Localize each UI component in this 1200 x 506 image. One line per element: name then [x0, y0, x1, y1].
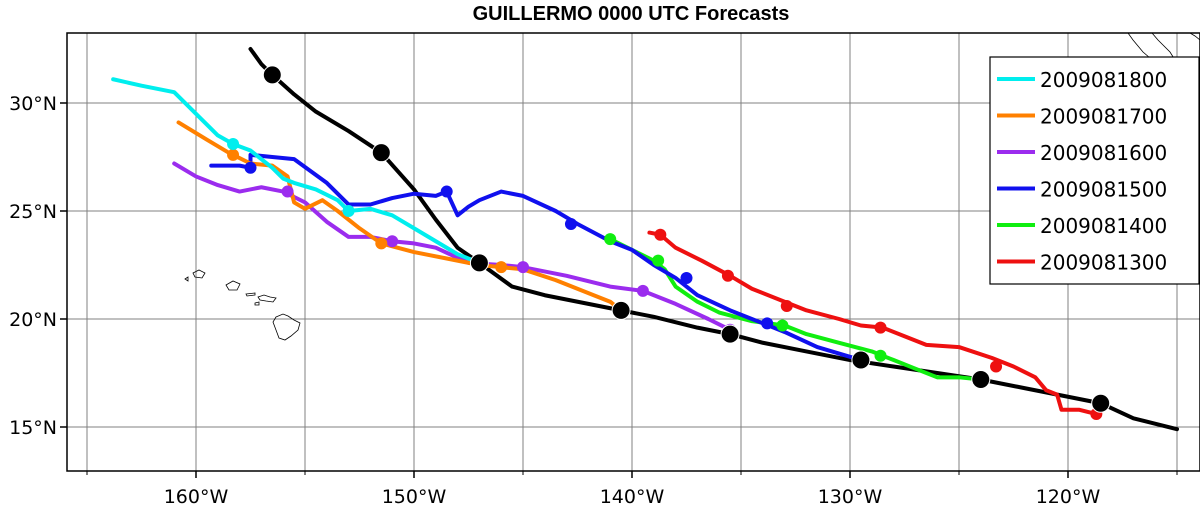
y-axis-ticks: 15°N 20°N 25°N 30°N — [9, 93, 67, 439]
forecast-point-2009081500 — [680, 271, 693, 284]
forecast-point-2009081500 — [761, 317, 774, 330]
observed-point — [971, 369, 991, 389]
x-tick-label: 160°W — [164, 486, 229, 506]
forecast-point-2009081600 — [636, 284, 649, 297]
legend-box — [989, 56, 1200, 285]
forecast-point-2009081700 — [375, 237, 388, 250]
observed-point — [1091, 393, 1111, 413]
forecast-point-2009081300 — [721, 269, 734, 282]
legend-label: 2009081500 — [1040, 178, 1167, 202]
forecast-point-2009081300 — [654, 228, 667, 241]
y-tick-label: 25°N — [9, 201, 57, 223]
legend-label: 2009081300 — [1040, 251, 1167, 275]
legend: 2009081800 2009081700 2009081600 2009081500… — [989, 56, 1200, 285]
legend-label: 2009081700 — [1040, 105, 1167, 129]
legend-label: 2009081400 — [1040, 214, 1167, 238]
forecast-track-2009081800 — [111, 77, 482, 265]
observed-point — [611, 300, 631, 320]
y-tick-label: 30°N — [9, 93, 57, 115]
forecast-point-2009081800 — [342, 205, 355, 217]
coast-oahu — [225, 280, 241, 291]
coast-kauai — [192, 269, 206, 279]
forecast-point-2009081600 — [281, 185, 294, 198]
forecast-track-2009081600 — [172, 161, 733, 332]
coast-niihau — [184, 276, 189, 282]
coast-maui — [257, 294, 277, 303]
chart-title: GUILLERMO 0000 UTC Forecasts — [473, 3, 790, 25]
coast-hawaii-big-island — [272, 313, 301, 341]
forecast-point-2009081700 — [227, 148, 240, 161]
forecast-point-2009081400 — [776, 319, 789, 332]
forecast-track-2009081700 — [176, 120, 624, 313]
observed-point — [262, 65, 282, 85]
forecast-point-2009081800 — [227, 138, 240, 151]
observed-point — [851, 350, 871, 370]
forecast-point-2009081500 — [244, 161, 257, 174]
forecast-point-2009081300 — [874, 321, 887, 334]
forecast-point-2009081500 — [564, 217, 577, 230]
coast-mainland — [1189, 33, 1200, 41]
x-tick-label: 120°W — [1036, 486, 1101, 506]
x-tick-label: 140°W — [600, 486, 665, 506]
forecast-point-2009081600 — [517, 261, 529, 274]
observed-point — [469, 253, 489, 273]
legend-label: 2009081600 — [1040, 141, 1167, 165]
forecast-point-2009081400 — [874, 349, 887, 362]
y-tick-label: 20°N — [9, 309, 57, 331]
forecast-point-2009081600 — [386, 235, 399, 248]
forecast-point-2009081300 — [990, 360, 1003, 373]
forecast-point-2009081400 — [604, 233, 617, 246]
x-axis-ticks: 160°W 150°W 140°W 130°W 120°W — [86, 471, 1178, 506]
forecast-point-2009081500 — [440, 185, 453, 198]
coast-molokai — [245, 292, 256, 297]
x-tick-label: 150°W — [382, 486, 447, 506]
forecast-point-2009081300 — [780, 300, 793, 313]
forecast-point-2009081400 — [652, 254, 665, 267]
forecast-tracks — [111, 47, 1179, 432]
forecast-track-2009081300 — [647, 230, 1099, 417]
x-tick-label: 130°W — [818, 486, 883, 506]
y-tick-label: 15°N — [9, 417, 57, 439]
plot-frame — [66, 32, 1200, 472]
legend-label: 2009081800 — [1040, 68, 1167, 92]
forecast-track-2009081500 — [209, 152, 863, 363]
observed-point — [720, 324, 740, 344]
observed-point — [371, 143, 391, 163]
forecast-point-2009081700 — [495, 261, 508, 274]
coast-lanai — [254, 301, 260, 306]
